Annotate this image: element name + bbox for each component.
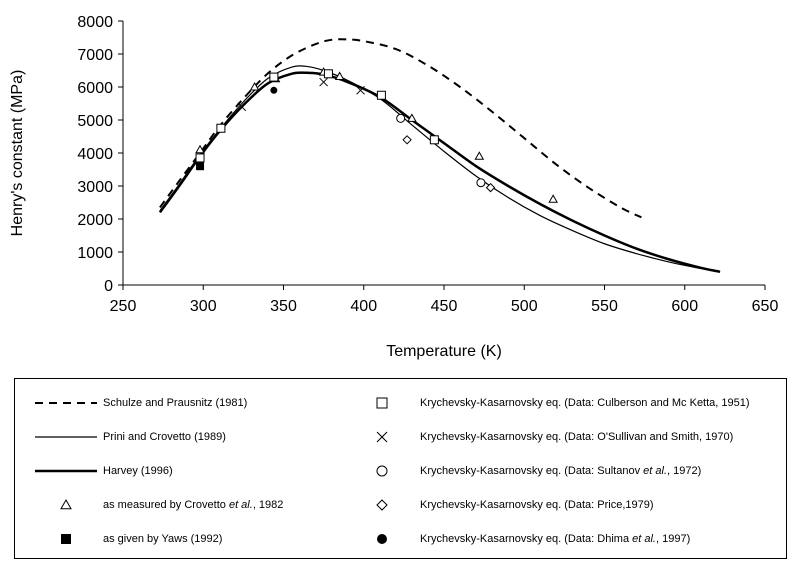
series-line-2 (158, 71, 721, 274)
data-point (319, 77, 328, 87)
series-line-1 (159, 65, 721, 273)
legend-item: Krychevsky-Kasarnovsky eq. (Data: Sultan… (362, 461, 701, 481)
y-tick-label: 6000 (77, 80, 113, 97)
data-point (402, 135, 412, 145)
data-point (196, 162, 205, 171)
data-point (270, 86, 278, 94)
legend-label: Krychevsky-Kasarnovsky eq. (Data: O'Sull… (420, 431, 734, 443)
legend-symbol (376, 431, 388, 443)
x-tick-label: 300 (190, 298, 217, 315)
legend-symbol (35, 436, 97, 438)
chart-series (158, 38, 721, 274)
legend-symbol (35, 402, 97, 404)
y-tick-label: 3000 (77, 179, 113, 196)
x-tick-label: 350 (270, 298, 297, 315)
series-line-0 (159, 38, 642, 219)
legend-item: Schulze and Prausnitz (1981) (31, 393, 247, 413)
legend-label: Harvey (1996) (103, 465, 173, 477)
data-point (195, 144, 205, 154)
legend-marker (376, 431, 388, 443)
legend-item: Krychevsky-Kasarnovsky eq. (Data: Dhima … (362, 529, 690, 549)
data-point (237, 102, 247, 112)
data-point (195, 153, 205, 163)
legend-label: Prini and Crovetto (1989) (103, 431, 226, 443)
legend-item: Krychevsky-Kasarnovsky eq. (Data: O'Sull… (362, 427, 733, 447)
legend-label: as measured by Crovetto et al., 1982 (103, 499, 284, 511)
y-tick-label: 5000 (77, 113, 113, 130)
x-tick-label: 600 (671, 298, 698, 315)
x-tick-label: 450 (431, 298, 458, 315)
x-tick-label: 650 (752, 298, 779, 315)
y-tick-label: 8000 (77, 14, 113, 31)
y-tick-label: 2000 (77, 212, 113, 229)
y-tick-label: 7000 (77, 47, 113, 64)
legend-label: Krychevsky-Kasarnovsky eq. (Data: Culber… (420, 397, 750, 409)
legend-label: Krychevsky-Kasarnovsky eq. (Data: Dhima … (420, 533, 691, 545)
data-point (216, 123, 226, 133)
y-tick-label: 1000 (77, 245, 113, 262)
legend-label: Schulze and Prausnitz (1981) (103, 397, 248, 409)
data-point (476, 178, 486, 188)
x-axis-title: Temperature (K) (386, 343, 502, 360)
x-tick-label: 550 (591, 298, 618, 315)
y-axis-title: Henry's constant (MPa) (9, 70, 26, 237)
legend-symbol (376, 499, 388, 511)
legend-label: Krychevsky-Kasarnovsky eq. (Data: Sultan… (420, 465, 702, 477)
legend-label: Krychevsky-Kasarnovsky eq. (Data: Price,… (420, 499, 654, 511)
data-point (485, 182, 496, 193)
data-point (407, 113, 417, 122)
legend-symbol (377, 534, 387, 544)
data-point (269, 72, 279, 82)
x-tick-label: 500 (511, 298, 538, 315)
chart-axes: 250 300 350 400 450 500 550 600 650 0 1000 2000 3000… (77, 14, 778, 315)
legend-symbol (60, 498, 72, 510)
legend-symbol (376, 397, 388, 409)
legend-item: Krychevsky-Kasarnovsky eq. (Data: Culber… (362, 393, 750, 413)
legend-item: Prini and Crovetto (1989) (31, 427, 226, 447)
legend-item: as measured by Crovetto et al., 1982 (31, 495, 283, 515)
y-tick-label: 0 (104, 278, 113, 295)
data-point (376, 90, 386, 100)
legend-marker (376, 397, 388, 409)
legend-marker (376, 499, 388, 511)
legend-marker (61, 534, 71, 544)
henry-constant-chart: 250 300 350 400 450 500 550 600 650 0 1000 2000 3000… (9, 14, 778, 360)
legend-marker (60, 498, 72, 510)
data-point (249, 81, 260, 91)
legend-symbol (61, 534, 71, 544)
legend-item: Harvey (1996) (31, 461, 173, 481)
y-tick-label: 4000 (77, 146, 113, 163)
legend-symbol (376, 465, 388, 477)
legend-item: as given by Yaws (1992) (31, 529, 222, 549)
legend-label: as given by Yaws (1992) (103, 533, 223, 545)
x-tick-label: 400 (350, 298, 377, 315)
legend-marker (376, 465, 388, 477)
data-point (548, 194, 559, 203)
data-point (429, 135, 439, 145)
data-point (334, 71, 345, 80)
legend-item: Krychevsky-Kasarnovsky eq. (Data: Price,… (362, 495, 654, 515)
data-point (356, 85, 365, 95)
chart-legend: Schulze and Prausnitz (1981) Prini and Cr… (14, 378, 787, 559)
data-point (474, 151, 485, 160)
data-point (323, 69, 333, 79)
legend-marker (377, 534, 387, 544)
data-point (396, 113, 406, 123)
x-tick-label: 250 (110, 298, 137, 315)
legend-symbol (35, 469, 97, 473)
